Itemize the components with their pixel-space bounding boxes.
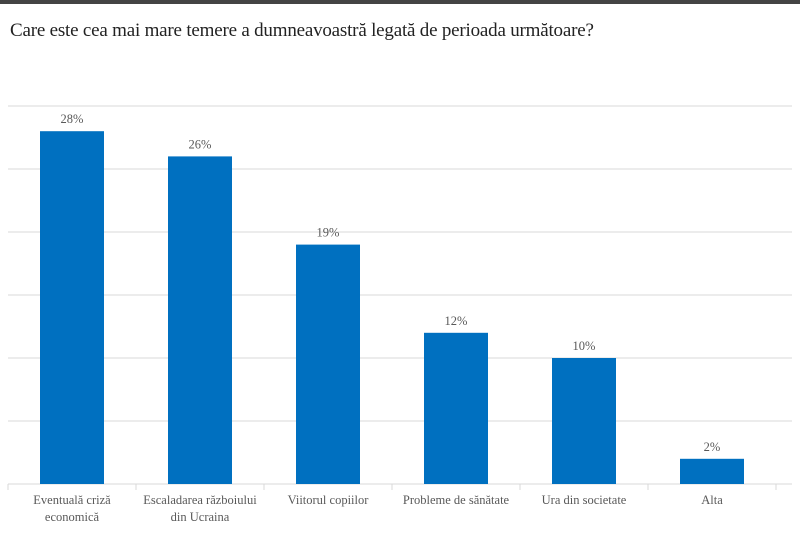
category-label: economică — [45, 510, 100, 524]
category-label: din Ucraina — [171, 510, 230, 524]
data-label: 10% — [573, 339, 596, 353]
category-label: Ura din societate — [542, 493, 627, 507]
category-label: Probleme de sănătate — [403, 493, 510, 507]
data-label: 26% — [189, 137, 212, 151]
category-label: Eventuală criză — [33, 493, 111, 507]
category-label: Alta — [701, 493, 723, 507]
bar — [424, 332, 488, 484]
bar — [680, 458, 744, 484]
bar — [168, 156, 232, 484]
category-label: Escaladarea războiului — [143, 493, 257, 507]
bar — [552, 358, 616, 484]
chart-title: Care este cea mai mare temere a dumneavo… — [10, 20, 594, 41]
data-label: 2% — [704, 440, 721, 454]
data-label: 12% — [445, 314, 468, 328]
bar — [296, 244, 360, 484]
data-label: 28% — [61, 112, 84, 126]
category-label: Viitorul copiilor — [288, 493, 370, 507]
bar — [40, 131, 104, 484]
data-label: 19% — [317, 226, 340, 240]
top-bar — [0, 0, 800, 4]
